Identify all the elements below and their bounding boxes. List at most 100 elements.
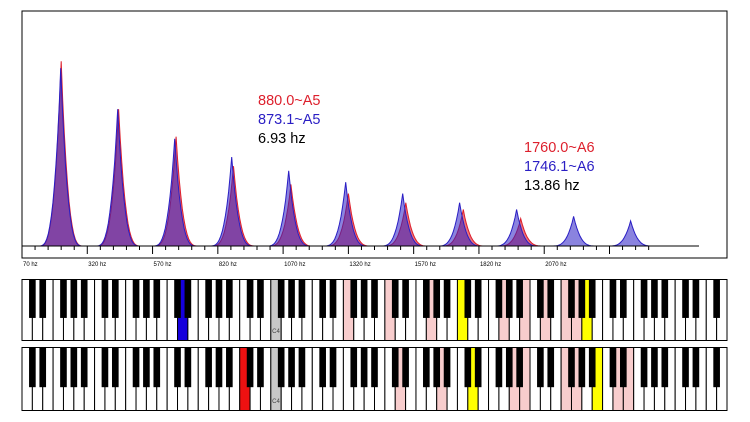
black-key[interactable] bbox=[547, 347, 555, 388]
black-key[interactable] bbox=[713, 279, 720, 318]
black-key[interactable] bbox=[505, 347, 513, 388]
black-key[interactable] bbox=[423, 347, 430, 388]
black-key[interactable] bbox=[360, 279, 368, 318]
black-key[interactable] bbox=[329, 347, 337, 388]
black-key[interactable] bbox=[215, 347, 223, 388]
black-key[interactable] bbox=[682, 347, 689, 388]
black-key[interactable] bbox=[609, 279, 617, 318]
black-key[interactable] bbox=[568, 347, 575, 388]
black-key[interactable] bbox=[588, 279, 596, 318]
black-key[interactable] bbox=[402, 279, 409, 318]
black-key[interactable] bbox=[651, 347, 658, 388]
black-key[interactable] bbox=[516, 347, 523, 388]
black-key[interactable] bbox=[39, 347, 47, 388]
black-key[interactable] bbox=[174, 279, 181, 318]
black-key[interactable] bbox=[70, 279, 78, 318]
black-key[interactable] bbox=[464, 347, 472, 388]
black-key[interactable] bbox=[391, 347, 399, 388]
black-key[interactable] bbox=[80, 347, 88, 388]
black-key[interactable] bbox=[402, 347, 409, 388]
black-key[interactable] bbox=[443, 347, 451, 388]
black-key[interactable] bbox=[651, 279, 658, 318]
black-key[interactable] bbox=[205, 279, 212, 318]
black-key[interactable] bbox=[319, 279, 326, 318]
x-tick-label: 1320 hz bbox=[349, 262, 370, 268]
black-key[interactable] bbox=[205, 347, 212, 388]
black-key[interactable] bbox=[277, 279, 285, 318]
black-key[interactable] bbox=[111, 347, 119, 388]
black-key[interactable] bbox=[692, 279, 700, 318]
black-key[interactable] bbox=[391, 279, 399, 318]
black-key[interactable] bbox=[101, 279, 109, 318]
black-key[interactable] bbox=[474, 279, 482, 318]
black-key[interactable] bbox=[443, 279, 451, 318]
black-key[interactable] bbox=[464, 279, 472, 318]
black-key[interactable] bbox=[132, 347, 140, 388]
black-key[interactable] bbox=[661, 279, 669, 318]
black-key[interactable] bbox=[153, 347, 161, 388]
black-key[interactable] bbox=[174, 347, 181, 388]
black-key[interactable] bbox=[101, 347, 109, 388]
black-key[interactable] bbox=[329, 279, 337, 318]
black-key[interactable] bbox=[620, 347, 627, 388]
black-key[interactable] bbox=[609, 347, 617, 388]
black-key[interactable] bbox=[39, 279, 47, 318]
black-key[interactable] bbox=[153, 279, 161, 318]
black-key[interactable] bbox=[277, 347, 285, 388]
black-key[interactable] bbox=[661, 347, 669, 388]
black-key[interactable] bbox=[184, 279, 192, 318]
black-key[interactable] bbox=[423, 279, 430, 318]
black-key[interactable] bbox=[578, 347, 586, 388]
black-key[interactable] bbox=[350, 347, 358, 388]
black-key[interactable] bbox=[371, 347, 378, 388]
black-key[interactable] bbox=[257, 347, 264, 388]
black-key[interactable] bbox=[60, 279, 67, 318]
black-key[interactable] bbox=[226, 279, 233, 318]
black-key[interactable] bbox=[29, 279, 36, 318]
black-key[interactable] bbox=[257, 279, 264, 318]
black-key[interactable] bbox=[298, 347, 306, 388]
black-key[interactable] bbox=[350, 279, 358, 318]
black-key[interactable] bbox=[60, 347, 67, 388]
black-key[interactable] bbox=[132, 279, 140, 318]
black-key[interactable] bbox=[143, 347, 150, 388]
black-key[interactable] bbox=[80, 279, 88, 318]
black-key[interactable] bbox=[505, 279, 513, 318]
black-key[interactable] bbox=[474, 347, 482, 388]
black-key[interactable] bbox=[298, 279, 306, 318]
black-key[interactable] bbox=[246, 279, 254, 318]
black-key[interactable] bbox=[143, 279, 150, 318]
black-key[interactable] bbox=[640, 279, 648, 318]
black-key[interactable] bbox=[433, 279, 441, 318]
black-key[interactable] bbox=[319, 347, 326, 388]
black-key[interactable] bbox=[713, 347, 720, 388]
black-key[interactable] bbox=[495, 347, 503, 388]
black-key[interactable] bbox=[692, 347, 700, 388]
black-key[interactable] bbox=[495, 279, 503, 318]
black-key[interactable] bbox=[246, 347, 254, 388]
black-key[interactable] bbox=[433, 347, 441, 388]
black-key[interactable] bbox=[620, 279, 627, 318]
black-key[interactable] bbox=[29, 347, 36, 388]
black-key[interactable] bbox=[360, 347, 368, 388]
black-key[interactable] bbox=[215, 279, 223, 318]
black-key[interactable] bbox=[111, 279, 119, 318]
black-key[interactable] bbox=[682, 279, 689, 318]
black-key[interactable] bbox=[70, 347, 78, 388]
black-key[interactable] bbox=[516, 279, 523, 318]
x-tick-label: 570 hz bbox=[154, 262, 172, 268]
black-key[interactable] bbox=[537, 279, 544, 318]
black-key[interactable] bbox=[226, 347, 233, 388]
black-key[interactable] bbox=[288, 347, 295, 388]
black-key[interactable] bbox=[288, 279, 295, 318]
black-key[interactable] bbox=[537, 347, 544, 388]
black-key[interactable] bbox=[568, 279, 575, 318]
black-key[interactable] bbox=[547, 279, 555, 318]
black-key[interactable] bbox=[184, 347, 192, 388]
black-key[interactable] bbox=[588, 347, 596, 388]
black-key[interactable] bbox=[371, 279, 378, 318]
black-key[interactable] bbox=[578, 279, 586, 318]
annotation-line: 1746.1~A6 bbox=[524, 159, 595, 175]
blue-peak-7 bbox=[380, 193, 425, 247]
black-key[interactable] bbox=[640, 347, 648, 388]
